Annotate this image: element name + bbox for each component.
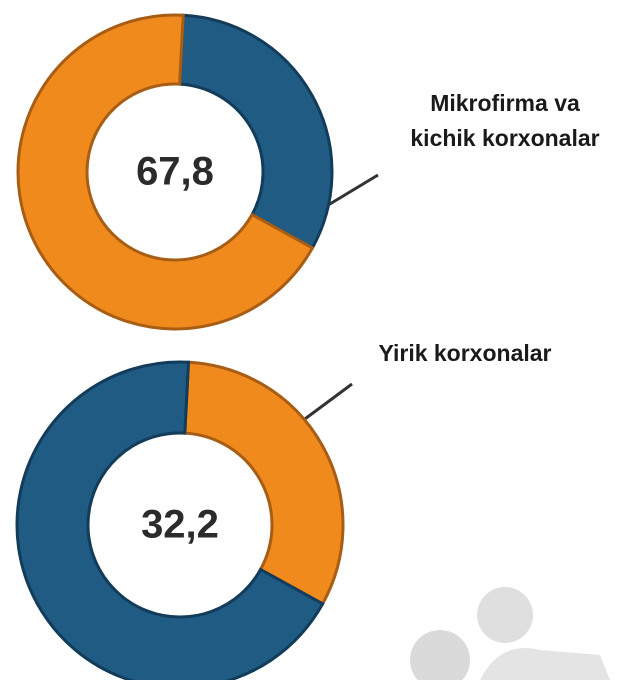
center-label: 32,2 [141, 503, 219, 547]
annotation: kichik korxonalar [410, 125, 599, 151]
annotation: Yirik korxonalar [378, 340, 551, 366]
decoration [410, 587, 610, 680]
center-label: 67,8 [136, 150, 214, 194]
donut-segment [178, 13, 334, 250]
donut-segment [183, 360, 345, 606]
donut-segment [15, 360, 325, 680]
annotation: Mikrofirma va [430, 90, 580, 116]
donut-segment [16, 13, 315, 331]
